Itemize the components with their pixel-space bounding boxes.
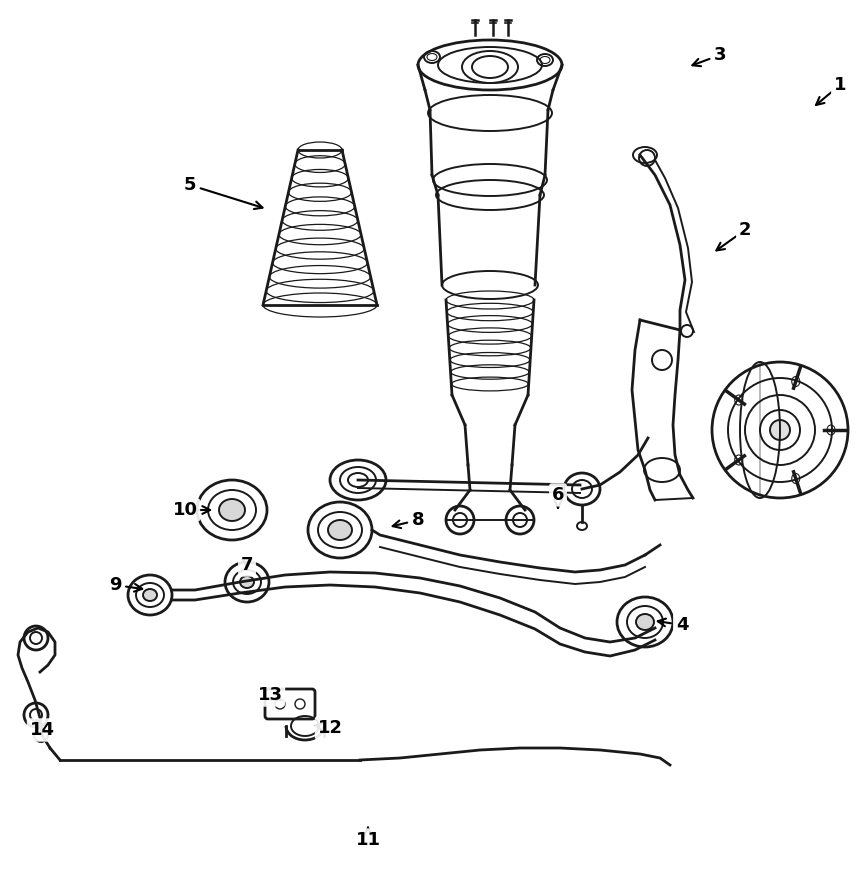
Text: 3: 3 bbox=[714, 46, 727, 64]
Text: 7: 7 bbox=[240, 556, 253, 574]
Text: 8: 8 bbox=[412, 511, 425, 529]
Text: 1: 1 bbox=[834, 76, 846, 94]
Text: 14: 14 bbox=[29, 721, 54, 739]
Text: 10: 10 bbox=[172, 501, 197, 519]
Text: 12: 12 bbox=[317, 719, 343, 737]
Ellipse shape bbox=[143, 589, 157, 601]
Ellipse shape bbox=[240, 576, 254, 588]
Text: 11: 11 bbox=[356, 831, 381, 849]
Text: 9: 9 bbox=[109, 576, 121, 594]
Text: 2: 2 bbox=[739, 221, 751, 239]
Text: 4: 4 bbox=[676, 616, 689, 634]
Text: 13: 13 bbox=[258, 686, 283, 704]
Text: 6: 6 bbox=[552, 486, 564, 504]
Text: 5: 5 bbox=[183, 176, 196, 194]
Ellipse shape bbox=[636, 614, 654, 630]
Ellipse shape bbox=[219, 499, 245, 521]
Ellipse shape bbox=[328, 520, 352, 540]
Ellipse shape bbox=[770, 420, 790, 440]
